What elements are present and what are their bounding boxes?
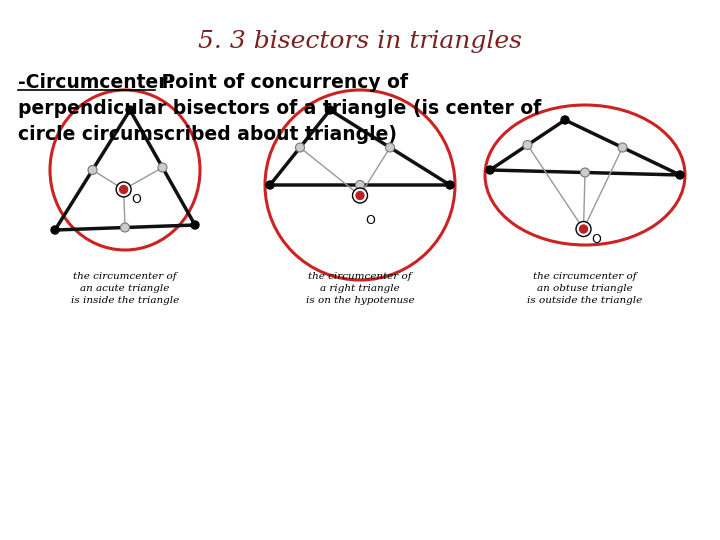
- Text: the circumcenter of: the circumcenter of: [73, 272, 177, 281]
- Text: O: O: [592, 233, 601, 246]
- Text: perpendicular bisectors of a triangle (is center of: perpendicular bisectors of a triangle (i…: [18, 99, 541, 118]
- Circle shape: [523, 140, 532, 150]
- Circle shape: [385, 143, 395, 152]
- Text: is on the hypotenuse: is on the hypotenuse: [306, 296, 414, 305]
- Text: the circumcenter of: the circumcenter of: [534, 272, 636, 281]
- Circle shape: [295, 143, 305, 152]
- Text: O: O: [365, 213, 375, 226]
- Circle shape: [356, 180, 364, 190]
- Circle shape: [446, 181, 454, 189]
- Text: is outside the triangle: is outside the triangle: [527, 296, 643, 305]
- Circle shape: [88, 165, 97, 174]
- Circle shape: [576, 221, 591, 237]
- Circle shape: [191, 221, 199, 229]
- Circle shape: [353, 188, 367, 203]
- Text: an acute triangle: an acute triangle: [81, 284, 170, 293]
- Text: a right triangle: a right triangle: [320, 284, 400, 293]
- Circle shape: [618, 143, 627, 152]
- Text: is inside the triangle: is inside the triangle: [71, 296, 179, 305]
- Text: -Circumcenter:: -Circumcenter:: [18, 73, 175, 92]
- Circle shape: [326, 106, 334, 114]
- Circle shape: [580, 225, 588, 233]
- Circle shape: [356, 192, 364, 199]
- Circle shape: [120, 185, 127, 193]
- Circle shape: [486, 166, 494, 174]
- Text: the circumcenter of: the circumcenter of: [308, 272, 412, 281]
- Circle shape: [676, 171, 684, 179]
- Text: 5. 3 bisectors in triangles: 5. 3 bisectors in triangles: [198, 30, 522, 53]
- Text: circle circumscribed about triangle): circle circumscribed about triangle): [18, 125, 397, 144]
- Circle shape: [266, 181, 274, 189]
- Circle shape: [120, 223, 130, 232]
- Circle shape: [561, 116, 569, 124]
- Text: Point of concurrency of: Point of concurrency of: [155, 73, 408, 92]
- Text: O: O: [132, 193, 142, 206]
- Circle shape: [126, 106, 134, 114]
- Circle shape: [158, 163, 167, 172]
- Text: an obtuse triangle: an obtuse triangle: [537, 284, 633, 293]
- Circle shape: [580, 168, 590, 177]
- Circle shape: [116, 182, 131, 197]
- Circle shape: [51, 226, 59, 234]
